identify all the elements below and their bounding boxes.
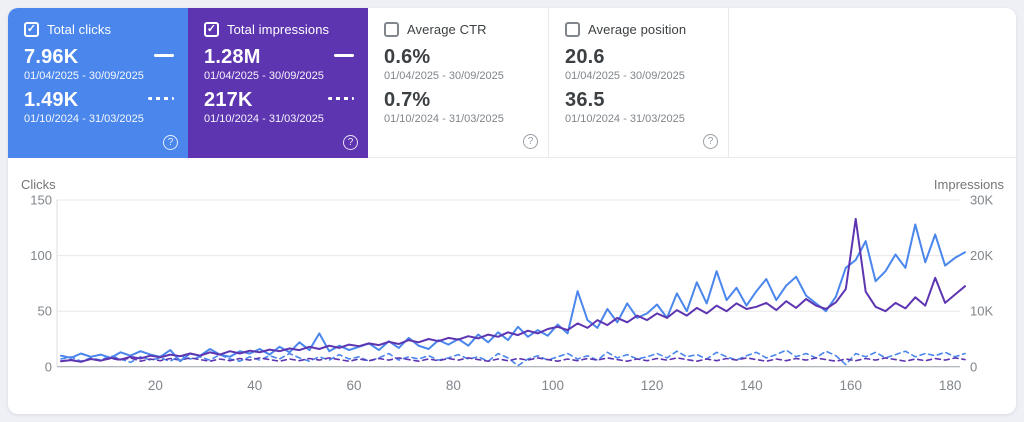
previous-period-row: 217K 01/10/2024 - 31/03/2025	[204, 89, 354, 125]
date-range: 01/04/2025 - 30/09/2025	[204, 70, 324, 82]
card-label: Total clicks	[47, 22, 112, 37]
date-range: 01/04/2025 - 30/09/2025	[24, 70, 144, 82]
metric-value: 7.96K	[24, 46, 79, 68]
question-mark: ?	[527, 135, 534, 147]
card-header: ✓ Total impressions	[204, 22, 354, 37]
metric-card-total-clicks[interactable]: ✓ Total clicks 7.96K 01/04/2025 - 30/09/…	[8, 8, 188, 158]
x-axis-tick-label: 120	[641, 378, 664, 393]
current-period-row: 7.96K 01/04/2025 - 30/09/2025	[24, 46, 174, 82]
help-icon[interactable]: ?	[703, 134, 718, 149]
metric-value: 0.7%	[384, 89, 431, 111]
left-axis-tick-label: 0	[45, 359, 52, 374]
average-position-checkbox[interactable]	[565, 22, 580, 37]
card-header: Average position	[565, 22, 714, 37]
card-header: Average CTR	[384, 22, 534, 37]
question-mark: ?	[707, 135, 714, 147]
metric-card-total-impressions[interactable]: ✓ Total impressions 1.28M 01/04/2025 - 3…	[188, 8, 368, 158]
x-axis-tick-label: 60	[347, 378, 362, 393]
question-mark: ?	[347, 136, 354, 148]
previous-period-row: 1.49K 01/10/2024 - 31/03/2025	[24, 89, 174, 125]
metric-value: 1.28M	[204, 46, 261, 68]
left-axis-tick-label: 150	[30, 193, 52, 208]
performance-chart[interactable]: 0 50 100 150 0 10K 20K 30K 20 40 60 80 100 120 140 160 1…	[8, 158, 1016, 414]
check-icon: ✓	[26, 23, 37, 35]
total-impressions-checkbox[interactable]: ✓	[204, 22, 219, 37]
x-axis-tick-label: 40	[247, 378, 262, 393]
metric-value: 36.5	[565, 89, 605, 111]
dashed-line-indicator-icon	[148, 97, 174, 100]
card-header: ✓ Total clicks	[24, 22, 174, 37]
right-axis-tick-label: 30K	[970, 193, 993, 208]
date-range: 01/10/2024 - 31/03/2025	[24, 113, 144, 125]
previous-period-row: 0.7% 01/10/2024 - 31/03/2025	[384, 89, 534, 125]
help-icon[interactable]: ?	[523, 134, 538, 149]
cards-row-filler	[728, 8, 1016, 158]
chart-svg[interactable]: 0 50 100 150 0 10K 20K 30K 20 40 60 80 100 120 140 160 1…	[8, 158, 1016, 414]
date-range: 01/10/2024 - 31/03/2025	[204, 113, 324, 125]
series-line-clicks-01-10-2024-31-03-2025	[60, 349, 966, 367]
previous-period-row: 36.5 01/10/2024 - 31/03/2025	[565, 89, 714, 125]
metric-value: 217K	[204, 89, 253, 111]
solid-line-indicator-icon	[154, 54, 174, 57]
right-axis-title: Impressions	[934, 177, 1005, 192]
metric-card-average-position[interactable]: Average position 20.6 01/04/2025 - 30/09…	[548, 8, 728, 158]
series-line-impressions-01-04-2025-30-09-2025	[60, 217, 966, 363]
total-clicks-checkbox[interactable]: ✓	[24, 22, 39, 37]
check-icon: ✓	[206, 23, 217, 35]
left-axis-tick-label: 100	[30, 248, 52, 263]
series-line-impressions-01-10-2024-31-03-2025	[60, 357, 966, 363]
card-label: Average CTR	[407, 22, 487, 37]
help-icon[interactable]: ?	[163, 135, 178, 150]
metric-card-average-ctr[interactable]: Average CTR 0.6% 01/04/2025 - 30/09/2025…	[368, 8, 548, 158]
date-range: 01/10/2024 - 31/03/2025	[565, 113, 685, 125]
x-axis-tick-label: 20	[148, 378, 163, 393]
right-axis-tick-label: 20K	[970, 248, 993, 263]
solid-line-indicator-icon	[334, 54, 354, 57]
metric-value: 20.6	[565, 46, 605, 68]
current-period-row: 20.6 01/04/2025 - 30/09/2025	[565, 46, 714, 82]
x-axis-tick-label: 160	[839, 378, 862, 393]
x-axis-tick-label: 80	[446, 378, 461, 393]
date-range: 01/04/2025 - 30/09/2025	[384, 70, 504, 82]
date-range: 01/10/2024 - 31/03/2025	[384, 113, 504, 125]
performance-panel: ✓ Total clicks 7.96K 01/04/2025 - 30/09/…	[8, 8, 1016, 414]
x-axis-tick-label: 180	[939, 378, 962, 393]
metric-cards-row: ✓ Total clicks 7.96K 01/04/2025 - 30/09/…	[8, 8, 1016, 158]
metric-value: 1.49K	[24, 89, 79, 111]
left-axis-title: Clicks	[21, 177, 56, 192]
card-label: Total impressions	[227, 22, 330, 37]
current-period-row: 1.28M 01/04/2025 - 30/09/2025	[204, 46, 354, 82]
help-icon[interactable]: ?	[343, 135, 358, 150]
left-axis-tick-label: 50	[38, 304, 52, 319]
x-axis-tick-label: 100	[541, 378, 564, 393]
metric-value: 0.6%	[384, 46, 431, 68]
series-line-clicks-01-04-2025-30-09-2025	[60, 223, 966, 363]
question-mark: ?	[167, 136, 174, 148]
date-range: 01/04/2025 - 30/09/2025	[565, 70, 685, 82]
right-axis-tick-label: 10K	[970, 304, 993, 319]
x-axis-tick-label: 140	[740, 378, 763, 393]
current-period-row: 0.6% 01/04/2025 - 30/09/2025	[384, 46, 534, 82]
average-ctr-checkbox[interactable]	[384, 22, 399, 37]
right-axis-tick-label: 0	[970, 359, 977, 374]
card-label: Average position	[588, 22, 687, 37]
dashed-line-indicator-icon	[328, 97, 354, 100]
